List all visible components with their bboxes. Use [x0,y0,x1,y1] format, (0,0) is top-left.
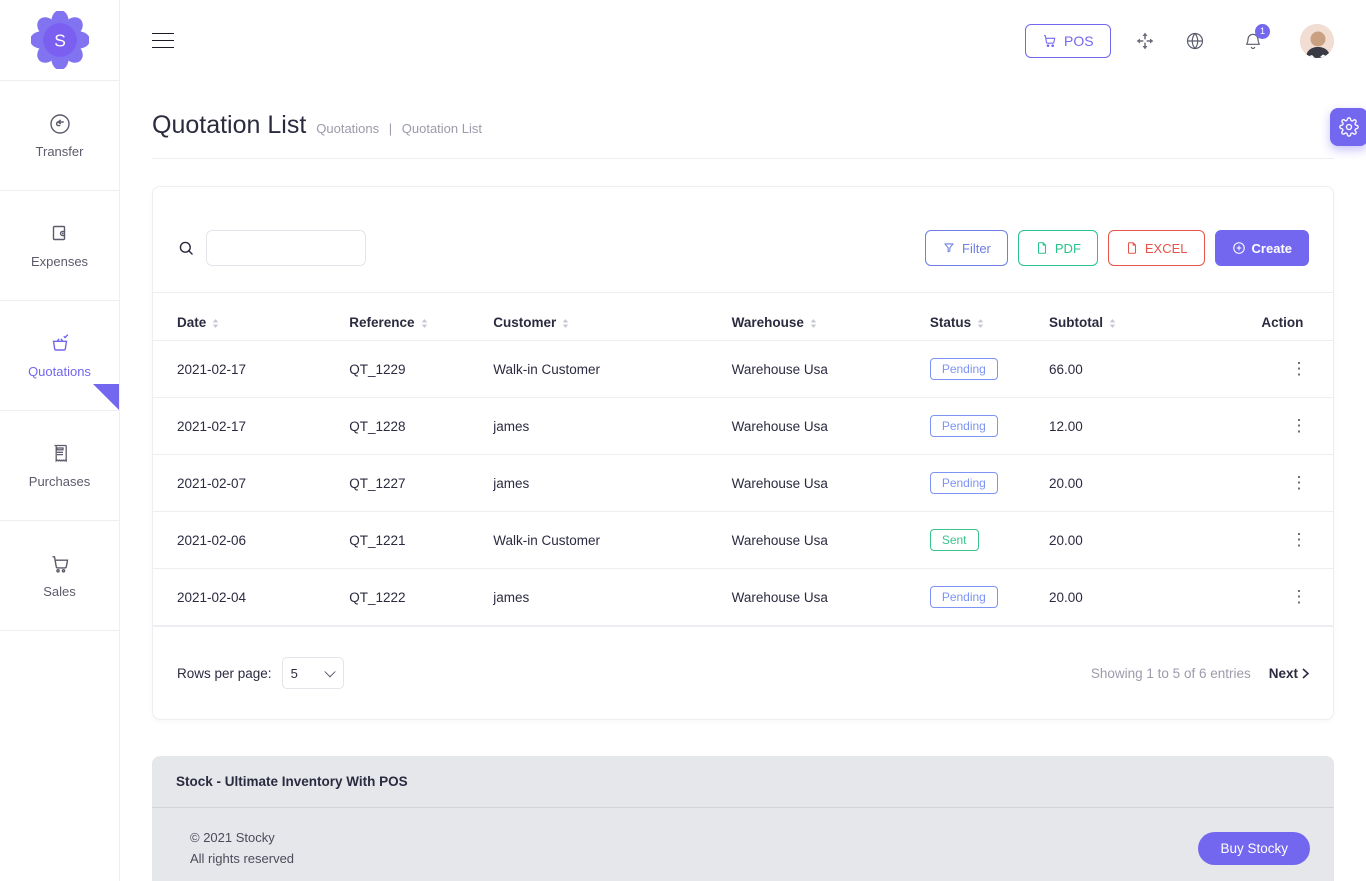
svg-text:S: S [54,30,66,50]
